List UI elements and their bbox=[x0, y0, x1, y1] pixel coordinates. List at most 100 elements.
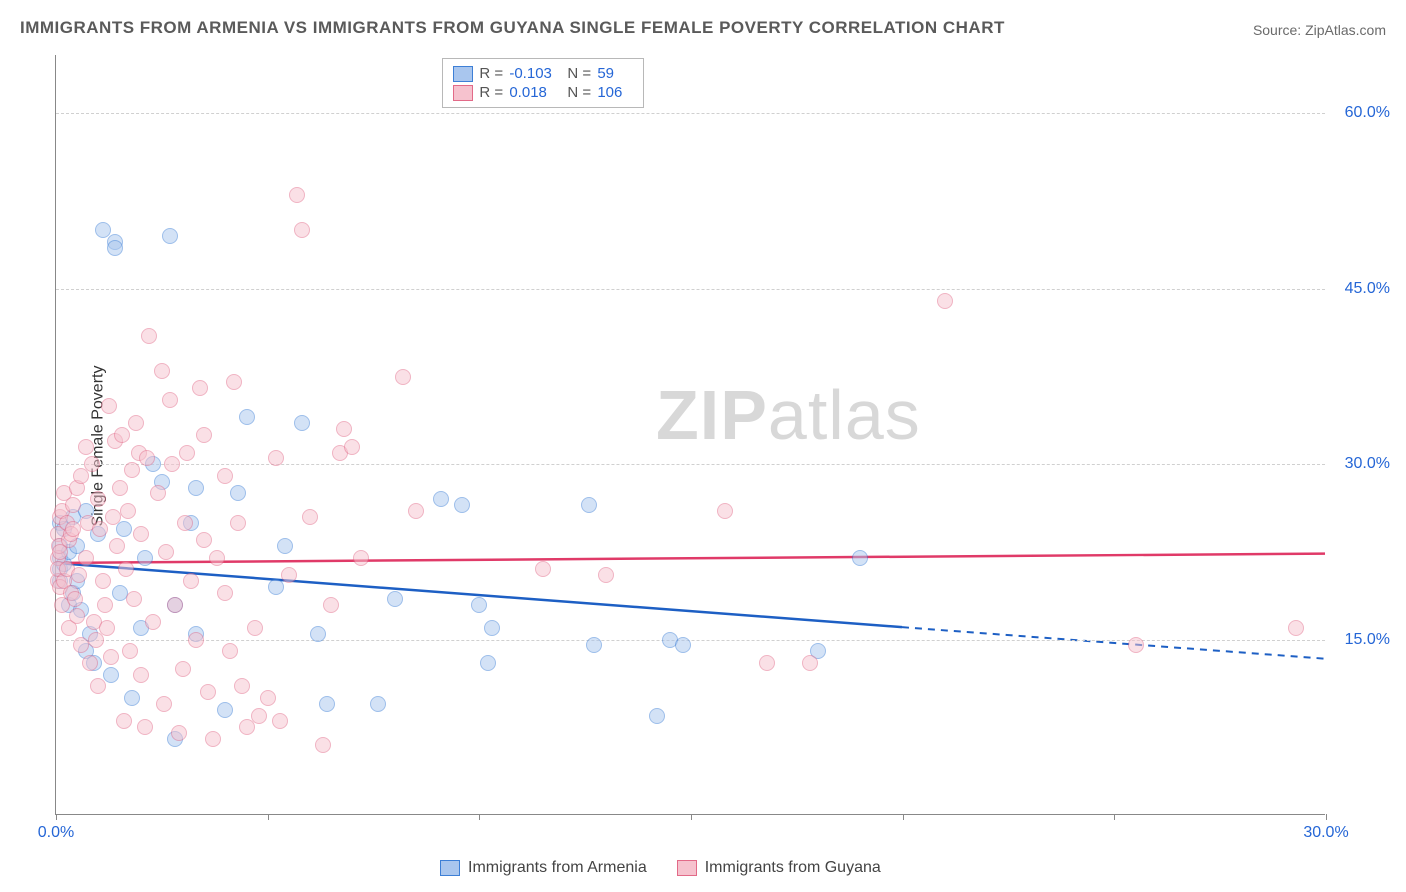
scatter-point-armenia bbox=[103, 667, 119, 683]
scatter-point-armenia bbox=[649, 708, 665, 724]
x-tick bbox=[903, 814, 904, 820]
legend-item-guyana: Immigrants from Guyana bbox=[677, 859, 881, 877]
scatter-point-armenia bbox=[581, 497, 597, 513]
scatter-point-guyana bbox=[234, 678, 250, 694]
scatter-point-guyana bbox=[158, 544, 174, 560]
chart-title: IMMIGRANTS FROM ARMENIA VS IMMIGRANTS FR… bbox=[20, 18, 1005, 38]
trend-lines-layer bbox=[56, 55, 1325, 814]
grid-line bbox=[56, 464, 1325, 465]
scatter-point-guyana bbox=[1128, 637, 1144, 653]
scatter-point-guyana bbox=[150, 485, 166, 501]
swatch-armenia bbox=[453, 66, 473, 82]
scatter-point-guyana bbox=[156, 696, 172, 712]
scatter-point-armenia bbox=[137, 550, 153, 566]
scatter-point-guyana bbox=[112, 480, 128, 496]
scatter-point-guyana bbox=[97, 597, 113, 613]
scatter-point-guyana bbox=[188, 632, 204, 648]
scatter-point-guyana bbox=[200, 684, 216, 700]
scatter-point-armenia bbox=[433, 491, 449, 507]
scatter-point-armenia bbox=[852, 550, 868, 566]
x-tick bbox=[1326, 814, 1327, 820]
scatter-point-guyana bbox=[164, 456, 180, 472]
scatter-point-guyana bbox=[133, 667, 149, 683]
scatter-point-guyana bbox=[78, 439, 94, 455]
scatter-point-guyana bbox=[315, 737, 331, 753]
grid-line bbox=[56, 289, 1325, 290]
x-tick bbox=[268, 814, 269, 820]
scatter-point-armenia bbox=[230, 485, 246, 501]
scatter-point-guyana bbox=[289, 187, 305, 203]
scatter-point-guyana bbox=[268, 450, 284, 466]
scatter-point-guyana bbox=[230, 515, 246, 531]
x-tick bbox=[479, 814, 480, 820]
scatter-point-guyana bbox=[294, 222, 310, 238]
scatter-point-armenia bbox=[370, 696, 386, 712]
scatter-point-guyana bbox=[205, 731, 221, 747]
r-label: R = bbox=[479, 84, 503, 101]
bottom-legend: Immigrants from Armenia Immigrants from G… bbox=[440, 859, 881, 877]
y-tick-label: 45.0% bbox=[1345, 280, 1390, 298]
scatter-point-guyana bbox=[141, 328, 157, 344]
watermark-zip: ZIP bbox=[656, 376, 768, 454]
scatter-point-guyana bbox=[118, 561, 134, 577]
n-value-guyana: 106 bbox=[597, 84, 633, 101]
scatter-point-guyana bbox=[139, 450, 155, 466]
scatter-point-guyana bbox=[260, 690, 276, 706]
scatter-point-guyana bbox=[217, 468, 233, 484]
x-tick bbox=[1114, 814, 1115, 820]
scatter-point-guyana bbox=[395, 369, 411, 385]
scatter-point-guyana bbox=[408, 503, 424, 519]
scatter-point-guyana bbox=[65, 521, 81, 537]
scatter-point-guyana bbox=[109, 538, 125, 554]
scatter-point-armenia bbox=[124, 690, 140, 706]
x-tick-label: 30.0% bbox=[1303, 824, 1348, 842]
scatter-point-guyana bbox=[183, 573, 199, 589]
scatter-point-guyana bbox=[122, 643, 138, 659]
scatter-point-armenia bbox=[471, 597, 487, 613]
scatter-point-guyana bbox=[90, 678, 106, 694]
scatter-point-guyana bbox=[192, 380, 208, 396]
scatter-point-guyana bbox=[209, 550, 225, 566]
scatter-point-armenia bbox=[294, 415, 310, 431]
scatter-point-armenia bbox=[586, 637, 602, 653]
scatter-point-guyana bbox=[67, 591, 83, 607]
scatter-point-guyana bbox=[145, 614, 161, 630]
scatter-point-armenia bbox=[107, 240, 123, 256]
scatter-point-guyana bbox=[272, 713, 288, 729]
n-value-armenia: 59 bbox=[597, 65, 633, 82]
scatter-point-guyana bbox=[247, 620, 263, 636]
trend-line-guyana bbox=[56, 554, 1325, 563]
scatter-point-guyana bbox=[196, 427, 212, 443]
scatter-point-guyana bbox=[281, 567, 297, 583]
scatter-point-armenia bbox=[112, 585, 128, 601]
n-label: N = bbox=[567, 84, 591, 101]
scatter-point-armenia bbox=[454, 497, 470, 513]
scatter-point-armenia bbox=[675, 637, 691, 653]
scatter-point-guyana bbox=[175, 661, 191, 677]
scatter-point-guyana bbox=[802, 655, 818, 671]
grid-line bbox=[56, 113, 1325, 114]
plot-area: ZIPatlas 15.0%30.0%45.0%60.0%0.0%30.0% bbox=[55, 55, 1325, 815]
legend-label-guyana: Immigrants from Guyana bbox=[705, 859, 881, 877]
stats-row-armenia: R =-0.103N =59 bbox=[453, 64, 633, 83]
scatter-point-guyana bbox=[133, 526, 149, 542]
scatter-point-armenia bbox=[268, 579, 284, 595]
scatter-point-armenia bbox=[480, 655, 496, 671]
scatter-point-guyana bbox=[344, 439, 360, 455]
scatter-point-guyana bbox=[535, 561, 551, 577]
scatter-point-guyana bbox=[598, 567, 614, 583]
scatter-point-armenia bbox=[484, 620, 500, 636]
swatch-armenia bbox=[440, 860, 460, 876]
swatch-guyana bbox=[453, 85, 473, 101]
scatter-point-armenia bbox=[310, 626, 326, 642]
legend-item-armenia: Immigrants from Armenia bbox=[440, 859, 647, 877]
scatter-point-guyana bbox=[302, 509, 318, 525]
scatter-point-guyana bbox=[217, 585, 233, 601]
scatter-point-armenia bbox=[319, 696, 335, 712]
n-label: N = bbox=[567, 65, 591, 82]
scatter-point-guyana bbox=[95, 573, 111, 589]
scatter-point-armenia bbox=[162, 228, 178, 244]
scatter-point-guyana bbox=[116, 713, 132, 729]
scatter-point-guyana bbox=[179, 445, 195, 461]
scatter-point-armenia bbox=[217, 702, 233, 718]
